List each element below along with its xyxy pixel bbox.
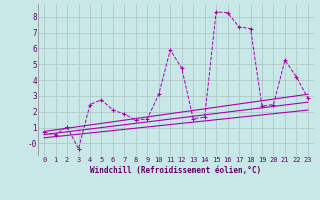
X-axis label: Windchill (Refroidissement éolien,°C): Windchill (Refroidissement éolien,°C) bbox=[91, 166, 261, 175]
